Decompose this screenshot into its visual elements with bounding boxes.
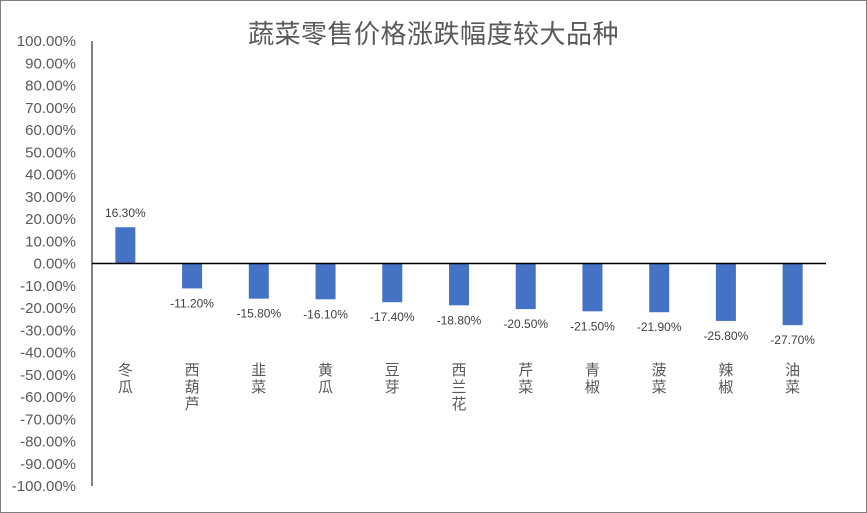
- category-label: 冬瓜: [118, 361, 133, 396]
- y-tick-label: 90.00%: [25, 55, 76, 72]
- data-label: -27.70%: [770, 333, 815, 347]
- y-tick-label: 0.00%: [33, 256, 76, 273]
- y-tick-label: 70.00%: [25, 100, 76, 117]
- bar: [248, 263, 269, 299]
- category-label: 西葫芦: [185, 361, 200, 413]
- bar: [515, 263, 536, 310]
- data-label: -20.50%: [503, 317, 548, 331]
- bar: [449, 263, 469, 306]
- data-label: 16.30%: [105, 206, 146, 220]
- category-label: 青椒: [585, 361, 600, 396]
- data-labels: 16.30% -11.20% -15.80% -16.10% -17.40% -18.80…: [105, 206, 815, 347]
- category-label: 西兰花: [451, 361, 466, 413]
- y-tick-label: -20.00%: [20, 300, 76, 317]
- y-tick-label: 100.00%: [17, 33, 76, 50]
- y-tick-label: -90.00%: [20, 456, 76, 473]
- data-label: -25.80%: [704, 329, 749, 343]
- data-label: -17.40%: [370, 310, 415, 324]
- category-label: 辣椒: [718, 361, 733, 396]
- category-label: 豆芽: [385, 361, 400, 396]
- bar: [382, 263, 403, 303]
- category-label: 黄瓜: [318, 361, 333, 396]
- bar: [115, 227, 136, 264]
- y-tick-label: 50.00%: [25, 144, 76, 161]
- y-axis-ticks: 100.00% 90.00% 80.00% 70.00% 60.00% 50.00% 40.…: [12, 33, 76, 495]
- y-tick-label: -100.00%: [12, 478, 76, 495]
- y-tick-label: -80.00%: [20, 434, 76, 451]
- bar: [315, 263, 336, 300]
- bar: [715, 263, 736, 321]
- category-label: 菠菜: [652, 361, 667, 396]
- data-label: -11.20%: [170, 296, 214, 310]
- bar: [182, 263, 203, 289]
- y-tick-label: -70.00%: [20, 411, 76, 428]
- y-tick-label: 30.00%: [25, 189, 76, 206]
- y-tick-label: 60.00%: [25, 122, 76, 139]
- y-tick-label: 10.00%: [25, 233, 76, 250]
- data-label: -15.80%: [236, 307, 281, 321]
- y-tick-label: 20.00%: [25, 211, 76, 228]
- bar: [582, 263, 603, 312]
- y-tick-label: 80.00%: [25, 78, 76, 95]
- y-tick-label: -60.00%: [20, 389, 76, 406]
- data-label: -18.80%: [437, 313, 482, 327]
- y-tick-label: -50.00%: [20, 367, 76, 384]
- bar: [649, 263, 670, 313]
- data-label: -16.10%: [303, 307, 348, 321]
- y-tick-label: 40.00%: [25, 167, 76, 184]
- category-label: 韭菜: [251, 361, 266, 396]
- y-tick-label: -10.00%: [20, 278, 76, 295]
- y-tick-label: -30.00%: [20, 322, 76, 339]
- y-tick-label: -40.00%: [20, 345, 76, 362]
- data-label: -21.50%: [570, 319, 615, 333]
- category-label: 芹菜: [518, 361, 533, 396]
- bar: [782, 263, 803, 326]
- category-label: 油菜: [785, 361, 800, 396]
- bars: [115, 227, 803, 326]
- category-labels: 冬瓜 西葫芦 韭菜 黄瓜 豆芽 西兰花 芹菜 青椒 菠菜 辣椒 油菜: [118, 361, 800, 413]
- data-label: -21.90%: [637, 320, 682, 334]
- chart-title: 蔬菜零售价格涨跌幅度较大品种: [247, 20, 619, 50]
